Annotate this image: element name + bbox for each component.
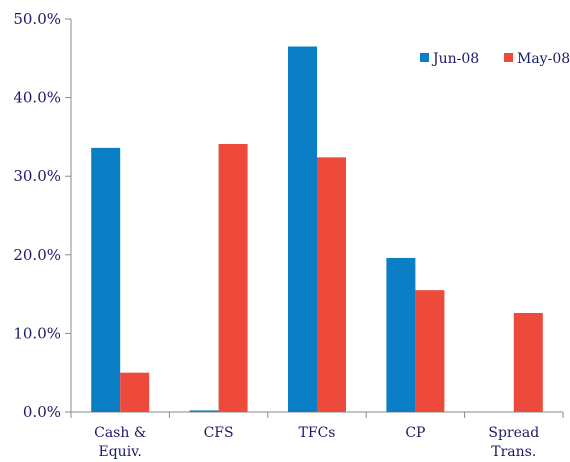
y-tick-label: 0.0% bbox=[23, 403, 61, 421]
bars-layer bbox=[91, 46, 543, 413]
legend-label: May-08 bbox=[517, 51, 570, 67]
x-tick-label-line: CFS bbox=[204, 425, 234, 441]
bar bbox=[218, 143, 248, 412]
bar bbox=[386, 257, 416, 412]
legend-swatch bbox=[420, 53, 429, 62]
x-tick-label: Cash & Equiv. bbox=[94, 425, 146, 460]
bar bbox=[189, 410, 219, 412]
x-tick-label-line: CP bbox=[405, 425, 425, 441]
bar bbox=[317, 157, 346, 412]
bar bbox=[91, 147, 121, 413]
y-tick-label: 30.0% bbox=[13, 167, 61, 185]
legend-swatch bbox=[504, 53, 513, 62]
x-tick-label: CP bbox=[405, 425, 425, 441]
x-tick-label-line: Cash & bbox=[94, 425, 146, 441]
x-tick-label: Spread Trans. bbox=[488, 425, 539, 460]
bar bbox=[120, 372, 150, 412]
bar bbox=[513, 312, 543, 412]
labels-layer: 0.0% 10.0% 20.0% 30.0% 40.0% 50.0% Cash & Equiv… bbox=[13, 10, 539, 460]
y-tick-label: 50.0% bbox=[13, 10, 61, 28]
x-tick-label-line: Equiv. bbox=[99, 444, 142, 460]
y-tick-label: 20.0% bbox=[13, 246, 61, 264]
x-tick-label-line: Trans. bbox=[491, 444, 536, 460]
x-tick-label-line: TFCs bbox=[299, 425, 336, 441]
x-tick-label: TFCs bbox=[299, 425, 336, 441]
x-tick-label-line: Spread bbox=[488, 425, 539, 441]
bar bbox=[415, 290, 445, 412]
legend-label: Jun-08 bbox=[431, 51, 479, 67]
axes-layer bbox=[65, 18, 564, 418]
bar bbox=[288, 46, 317, 412]
x-tick-label: CFS bbox=[204, 425, 234, 441]
y-tick-label: 10.0% bbox=[13, 324, 61, 342]
y-tick-label: 40.0% bbox=[13, 89, 61, 107]
legend: Jun-08 May-08 bbox=[420, 51, 570, 67]
